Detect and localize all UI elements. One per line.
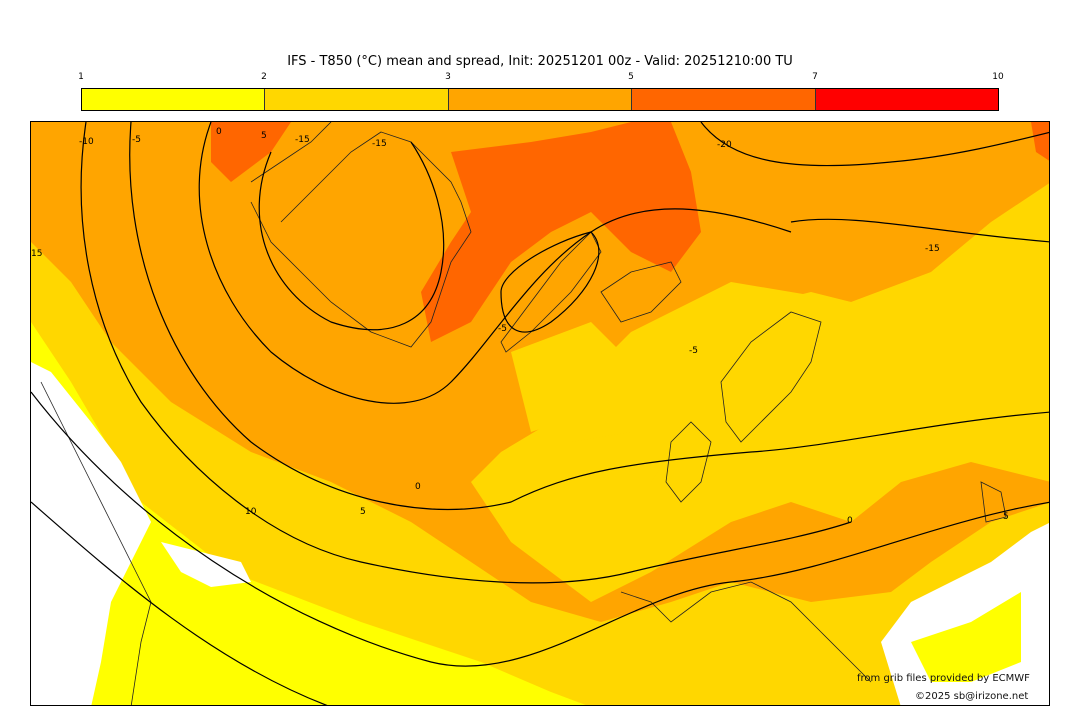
contour-label: -5 — [132, 135, 141, 145]
colorbar-segment — [815, 89, 999, 110]
spread-field-5-7 — [421, 122, 701, 342]
spread-field-2-3 — [511, 322, 631, 432]
coastlines — [40, 122, 1007, 705]
contour-label: 5 — [261, 131, 267, 141]
map-svg: -10 -5 0 5 -15 -15 -20 -15 15 -5 -5 0 5 … — [31, 122, 1049, 705]
contour-label: 5 — [360, 507, 366, 517]
contour-label: -20 — [717, 140, 732, 150]
colorbar-tick: 1 — [78, 72, 84, 82]
contour-label: -15 — [295, 135, 310, 145]
contour-labels: -10 -5 0 5 -15 -15 -20 -15 15 -5 -5 0 5 … — [31, 127, 1009, 526]
low-spread-area — [161, 542, 251, 587]
contour-label: -15 — [372, 139, 387, 149]
colorbar-segment — [632, 89, 816, 110]
contour-label: 0 — [847, 516, 853, 526]
spread-field-1-2 — [911, 592, 1021, 682]
contours — [31, 122, 1049, 705]
contour-label: 15 — [31, 249, 42, 259]
colorbar-segment — [448, 89, 633, 110]
contour-label: 5 — [1003, 512, 1009, 522]
colorbar-segment — [265, 89, 449, 110]
contour-label: -15 — [925, 244, 940, 254]
colorbar-tick: 5 — [628, 72, 634, 82]
spread-field-2-3 — [731, 292, 1049, 422]
low-spread-area — [31, 362, 151, 705]
contour-label: -5 — [498, 324, 507, 334]
spread-field-2-3 — [611, 602, 851, 705]
contour-label: -10 — [79, 137, 94, 147]
copyright-credit: ©2025 sb@irizone.net — [915, 691, 1029, 702]
data-source-credit: from grib files provided by ECMWF — [857, 673, 1030, 684]
contour-label: 10 — [245, 507, 257, 517]
spread-field-5-7 — [1031, 122, 1049, 161]
contour-label: -5 — [689, 346, 698, 356]
map-panel: -10 -5 0 5 -15 -15 -20 -15 15 -5 -5 0 5 … — [30, 121, 1050, 706]
colorbar-tick: 2 — [261, 72, 267, 82]
spread-field-1-2 — [31, 322, 586, 705]
colorbar — [81, 88, 999, 111]
spread-field-5-7 — [211, 122, 291, 182]
colorbar-tick: 3 — [445, 72, 451, 82]
chart-title: IFS - T850 (°C) mean and spread, Init: 2… — [287, 54, 793, 69]
colorbar-tick: 7 — [812, 72, 818, 82]
contour-label: 0 — [216, 127, 222, 137]
contour-label: 0 — [415, 482, 421, 492]
colorbar-segment — [82, 89, 266, 110]
colorbar-tick: 10 — [992, 72, 1004, 82]
